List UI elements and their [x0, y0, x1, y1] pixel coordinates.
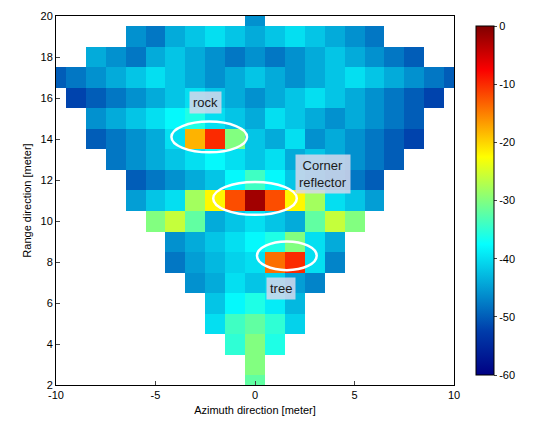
svg-text:Range direction [meter]: Range direction [meter] [21, 143, 33, 257]
svg-text:5: 5 [351, 389, 357, 401]
svg-text:4: 4 [47, 338, 53, 350]
svg-text:tree: tree [270, 281, 292, 296]
svg-text:-30: -30 [499, 194, 515, 206]
svg-text:Cornerreflector: Cornerreflector [299, 158, 347, 190]
svg-text:rock: rock [193, 95, 218, 110]
svg-text:-5: -5 [151, 389, 161, 401]
svg-text:18: 18 [41, 51, 53, 63]
svg-text:-10: -10 [48, 389, 64, 401]
svg-text:-60: -60 [499, 369, 515, 381]
svg-text:12: 12 [41, 174, 53, 186]
svg-text:10: 10 [41, 215, 53, 227]
svg-text:14: 14 [41, 133, 53, 145]
svg-text:2: 2 [47, 379, 53, 391]
svg-text:8: 8 [47, 256, 53, 268]
svg-text:-50: -50 [499, 311, 515, 323]
svg-text:0: 0 [252, 389, 258, 401]
svg-text:Azimuth direction [meter]: Azimuth direction [meter] [194, 404, 316, 416]
svg-text:-40: -40 [499, 253, 515, 265]
svg-text:-20: -20 [499, 136, 515, 148]
svg-text:20: 20 [41, 10, 53, 22]
svg-text:0: 0 [499, 20, 505, 32]
svg-text:16: 16 [41, 92, 53, 104]
svg-text:-10: -10 [499, 78, 515, 90]
svg-text:10: 10 [448, 389, 460, 401]
svg-text:6: 6 [47, 297, 53, 309]
